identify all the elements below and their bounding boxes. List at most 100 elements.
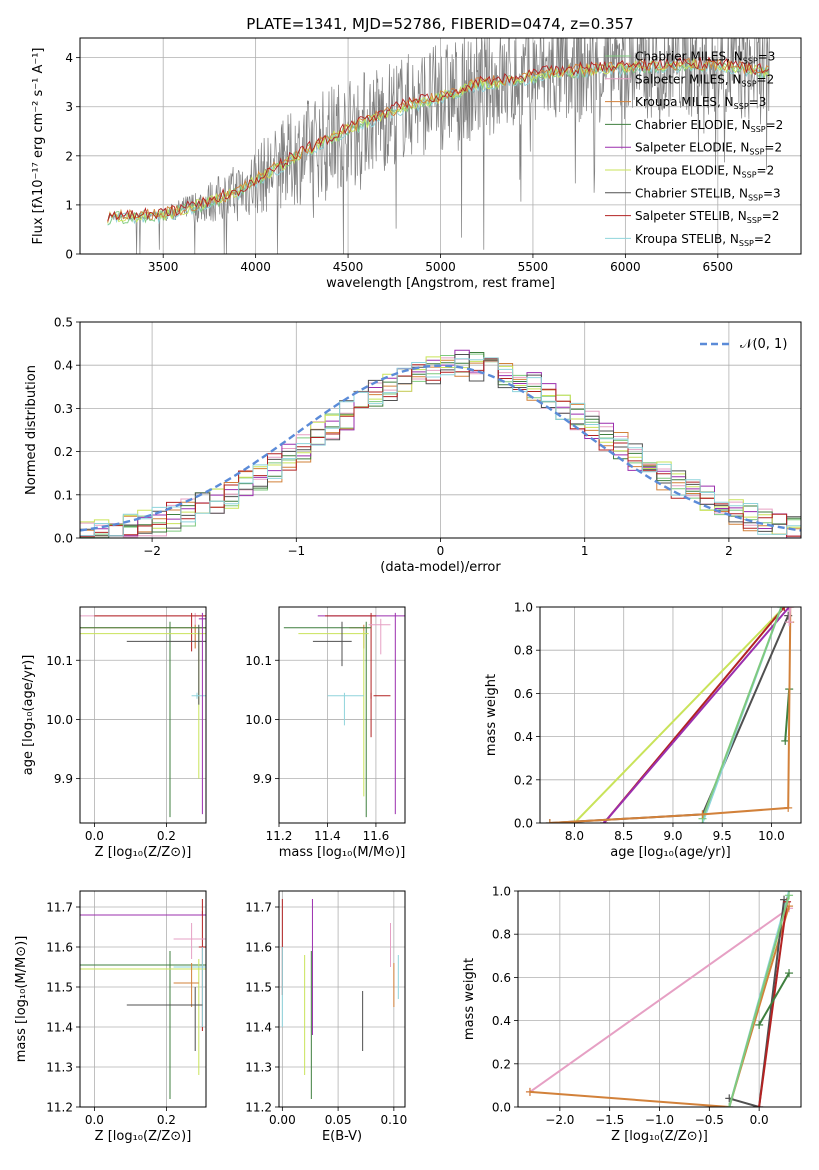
x-tick-label: 0.10 (380, 1113, 407, 1127)
y-tick-label: 11.7 (46, 901, 73, 915)
errorbar-chabrier_elodie (80, 951, 206, 1099)
marker-chabrier_elodie (785, 969, 794, 978)
legend-suffix: =2 (757, 72, 775, 86)
marker-chabrier_elodie (755, 1020, 764, 1029)
legend-label-chabrier_elodie: Chabrier ELODIE, NSSP=2 (635, 118, 783, 134)
y-axis-label: Flux [fλ10⁻¹⁷ erg cm⁻² s⁻¹ A⁻¹] (31, 48, 46, 245)
errorbar-kroupa_stelib (327, 692, 364, 726)
y-tick-label: 0.0 (492, 1101, 511, 1115)
errorbar-kroupa_elodie (298, 630, 369, 797)
x-tick-label: 11.4 (314, 829, 341, 843)
y-tick-label: 0.6 (492, 971, 511, 985)
legend-text: Kroupa MILES, N (635, 95, 734, 109)
legend-suffix: =2 (757, 164, 775, 178)
errorbar-salpeter_stelib (325, 612, 376, 738)
errorbar-kroupa_miles (173, 963, 199, 1007)
legend-label-normal: 𝒩(0, 1) (740, 337, 787, 352)
x-tick-label: 2 (725, 544, 733, 558)
x-tick-label: −1.0 (645, 1113, 674, 1127)
x-tick-label: −1.5 (595, 1113, 624, 1127)
y-tick-label: 0 (65, 248, 73, 262)
y-tick-label: 0.2 (54, 445, 73, 459)
errorbar-chabrier_elodie (80, 621, 206, 818)
y-tick-label: 0.0 (54, 532, 73, 546)
legend-subscript: SSP (751, 125, 766, 134)
x-tick-label: 9.5 (713, 829, 732, 843)
legend-text: Chabrier MILES, N (635, 50, 743, 64)
marker-chabrier_miles (777, 607, 786, 611)
legend-label-chabrier_miles: Chabrier MILES, NSSP=3 (635, 50, 775, 66)
legend-suffix: =2 (766, 118, 784, 132)
legend-subscript: SSP (742, 79, 757, 88)
marker-salpeter_miles (786, 607, 795, 611)
x-axis-label: E(B-V) (322, 1129, 362, 1144)
legend-label-salpeter_elodie: Salpeter ELODIE, NSSP=2 (635, 141, 782, 157)
axes-age_vs_Z: 0.0 0.2 9.9 10.0 10.1 Z [log₁₀(Z/Z⊙)] age [log… (21, 606, 207, 860)
x-tick-label: 8.0 (565, 829, 584, 843)
axes-spectrum: 3500 4000 4500 5000 5500 6000 6500 0 1 2 3 4 wavelen… (31, 37, 802, 291)
y-tick-label: 0.3 (54, 402, 73, 416)
legend-text: Salpeter MILES, N (635, 72, 742, 86)
x-tick-label: 4000 (240, 260, 271, 274)
axes-frame (278, 890, 406, 1108)
y-tick-label: 0.4 (54, 359, 73, 373)
x-axis-label: wavelength [Angstrom, rest frame] (326, 276, 555, 291)
errorbar-chabrier_stelib (312, 621, 352, 667)
x-tick-label: 1 (581, 544, 589, 558)
errorbar-kroupa_stelib (191, 692, 206, 699)
legend-label-salpeter_miles: Salpeter MILES, NSSP=2 (635, 72, 774, 88)
y-tick-label: 10.0 (46, 713, 73, 727)
residual-legend: 𝒩(0, 1) (700, 337, 787, 352)
legend-subscript: SSP (734, 102, 749, 111)
legend-label-kroupa_miles: Kroupa MILES, NSSP=3 (635, 95, 766, 111)
series-salpeter_miles (529, 907, 790, 1093)
y-tick-label: 2 (65, 149, 73, 163)
y-tick-label: 0.0 (514, 817, 533, 831)
legend-suffix: =2 (762, 209, 780, 223)
x-tick-label: 9.0 (663, 829, 682, 843)
errorbar-chabrier_stelib (126, 987, 203, 1051)
series-chabrier_miles (728, 895, 790, 1107)
y-tick-label: 9.9 (253, 772, 272, 786)
legend-text: Salpeter ELODIE, N (635, 141, 749, 155)
errorbar-salpeter_elodie (317, 612, 405, 815)
legend-text: Kroupa STELIB, N (635, 232, 739, 246)
x-tick-label: 0.0 (750, 1113, 769, 1127)
y-tick-label: 11.4 (245, 1021, 272, 1035)
y-tick-label: 11.5 (245, 981, 272, 995)
y-tick-label: 1.0 (492, 885, 511, 899)
plot-area-age_vs_mass (283, 612, 405, 818)
errorbar-chabrier_stelib (126, 624, 206, 705)
marker-salpeter_stelib (780, 607, 789, 611)
model-spectrum-kroupa_miles (107, 57, 770, 223)
y-tick-label: 11.2 (46, 1101, 73, 1115)
x-tick-label: 8.5 (614, 829, 633, 843)
y-tick-label: 0.2 (514, 773, 533, 787)
marker-kroupa_miles (525, 1087, 534, 1096)
y-tick-label: 11.2 (245, 1101, 272, 1115)
legend-label-kroupa_elodie: Kroupa ELODIE, NSSP=2 (635, 164, 774, 180)
y-tick-label: 10.0 (245, 713, 272, 727)
y-axis-label: mass weight (462, 958, 477, 1040)
marker-chabrier_miles (785, 891, 794, 900)
y-tick-label: 1.0 (514, 601, 533, 615)
x-tick-label: 0.2 (157, 1113, 176, 1127)
errorbar-chabrier_elodie (283, 621, 372, 818)
marker-chabrier_elodie (781, 736, 790, 745)
x-axis-label: Z [log₁₀(Z/Z⊙)] (95, 1129, 192, 1144)
axes-frame (79, 606, 207, 824)
axes-residuals: −2 −1 0 1 2 0.0 0.1 0.2 0.3 0.4 0.5 (data-model)/er… (24, 316, 802, 575)
legend-subscript: SSP (739, 239, 754, 248)
chart-layer: 3500 4000 4500 5000 5500 6000 6500 0 1 2 3 4 wavelen… (14, 37, 802, 1144)
legend-subscript: SSP (743, 57, 758, 66)
grid-age_vs_Z (80, 607, 206, 823)
y-tick-label: 0.2 (492, 1057, 511, 1071)
errorbar-salpeter_miles (173, 923, 206, 959)
x-tick-label: 11.2 (266, 829, 293, 843)
x-axis-label: (data-model)/error (380, 560, 501, 575)
x-tick-label: 0.05 (325, 1113, 352, 1127)
axes-frame (79, 37, 802, 255)
errorbar-salpeter_miles (80, 612, 206, 649)
